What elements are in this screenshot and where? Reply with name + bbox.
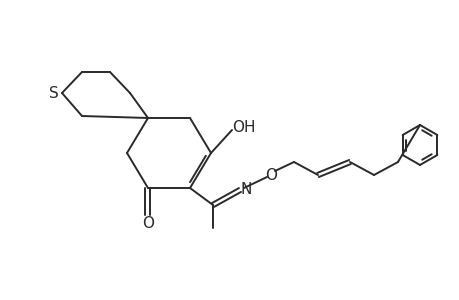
Text: O: O <box>264 167 276 182</box>
Text: OH: OH <box>232 119 255 134</box>
Text: O: O <box>142 217 154 232</box>
Text: S: S <box>49 85 59 100</box>
Text: N: N <box>240 182 251 197</box>
